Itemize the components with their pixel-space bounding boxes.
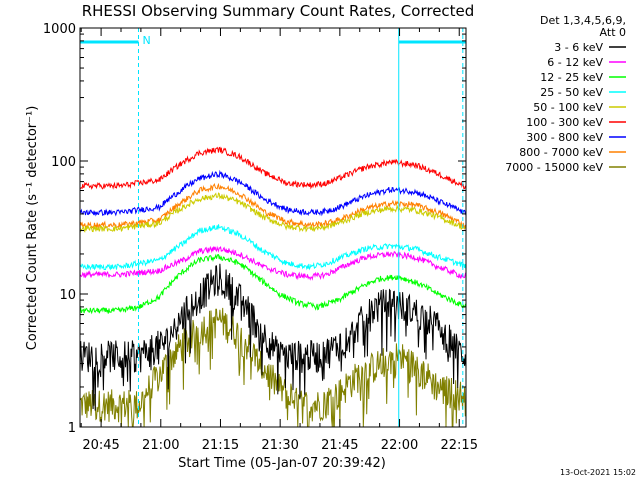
plot-frame xyxy=(79,27,467,428)
series-line-25-50keV xyxy=(79,224,467,271)
legend-entry: 800 - 7000 keV xyxy=(519,146,603,159)
series-line-100-300keV xyxy=(80,146,467,190)
x-tick-label: 20:45 xyxy=(82,438,119,453)
x-tick-label: 22:00 xyxy=(381,438,418,453)
legend-header: Att 0 xyxy=(600,26,626,39)
legend-entry: 100 - 300 keV xyxy=(526,116,603,129)
x-axis-label: Start Time (05-Jan-07 20:39:42) xyxy=(178,456,386,471)
chart-title: RHESSI Observing Summary Count Rates, Co… xyxy=(82,2,475,20)
plot-area: N xyxy=(79,28,467,428)
legend-entry: 300 - 800 keV xyxy=(526,131,603,144)
legend-entry: 6 - 12 keV xyxy=(547,56,603,69)
legend-entry: 50 - 100 keV xyxy=(533,101,603,114)
axes: 1 10 100 1000 20:45 21:00 21:15 21:30 21:45 22:00… xyxy=(43,22,478,453)
x-tick-label: 21:45 xyxy=(321,438,358,453)
x-tick-label: 21:15 xyxy=(202,438,239,453)
legend-header: Det 1,3,4,5,6,9, xyxy=(540,14,626,27)
footer-timestamp: 13-Oct-2021 15:02 xyxy=(560,468,636,477)
legend-entry: 3 - 6 keV xyxy=(554,41,603,54)
series-line-7000-15000keV xyxy=(79,307,467,428)
legend-entry: 7000 - 15000 keV xyxy=(505,161,603,174)
y-tick-label: 10 xyxy=(59,288,76,303)
legend-entry: 25 - 50 keV xyxy=(540,86,603,99)
legend: Det 1,3,4,5,6,9,Att 0 3 - 6 keV 6 - 12 keV… xyxy=(505,14,626,174)
x-tick-label: 21:00 xyxy=(142,438,179,453)
series-line-6-12keV xyxy=(79,245,467,281)
series-line-12-25keV xyxy=(79,253,467,315)
saa-marker-label: N xyxy=(142,34,150,47)
x-tick-label: 22:15 xyxy=(441,438,478,453)
series-line-3-6keV xyxy=(79,263,467,411)
series-line-300-800keV xyxy=(79,169,467,217)
x-tick-label: 21:30 xyxy=(261,438,298,453)
legend-entry: 12 - 25 keV xyxy=(540,71,603,84)
y-tick-label: 100 xyxy=(51,155,76,170)
y-tick-label: 1 xyxy=(68,421,76,436)
y-axis-label: Corrected Count Rate (s⁻¹ detector⁻¹) xyxy=(25,106,40,351)
y-tick-label: 1000 xyxy=(43,22,76,37)
series-line-800-7000keV xyxy=(79,182,467,231)
series-line-50-100keV xyxy=(79,192,467,233)
